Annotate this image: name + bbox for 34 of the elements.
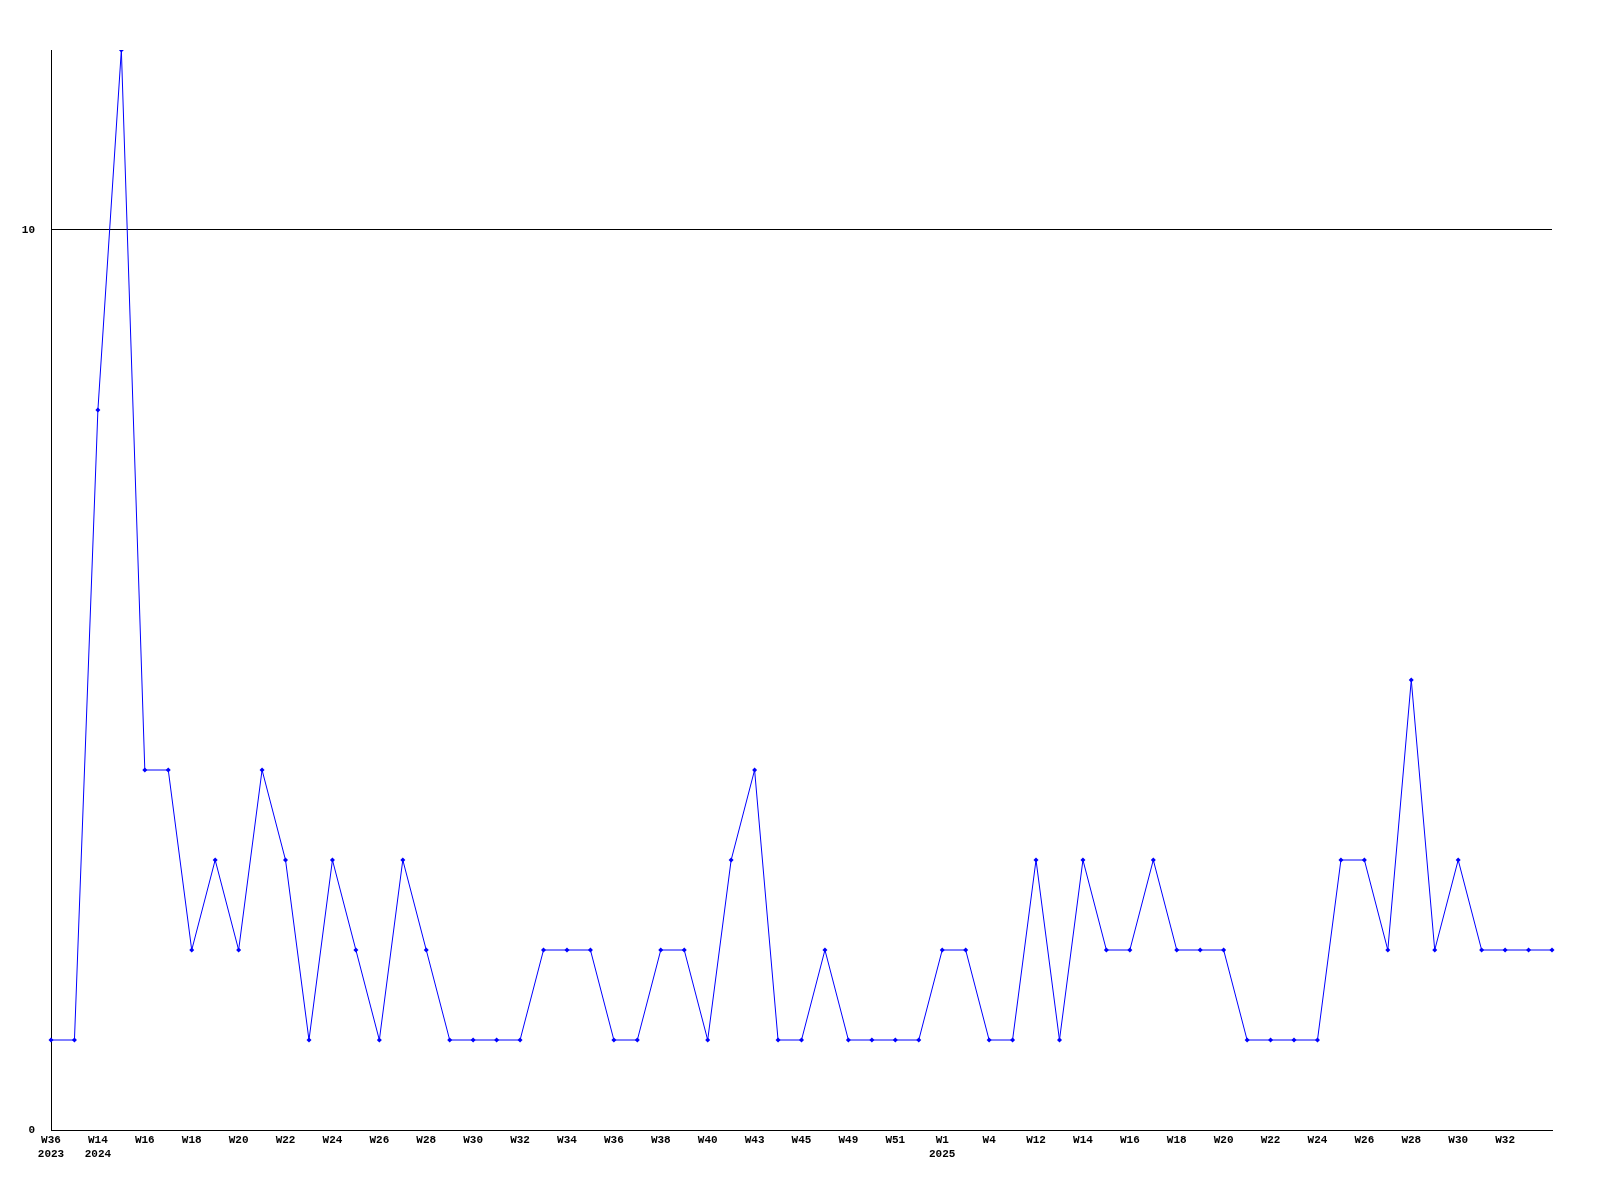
x-tick-label: W28 <box>1401 1134 1422 1147</box>
x-tick-label: W30 <box>1448 1134 1469 1147</box>
x-tick-label: W28 <box>416 1134 437 1147</box>
x-tick-label: W18 <box>1166 1134 1188 1147</box>
x-tick-label: W43 <box>744 1134 765 1147</box>
x-tick-label: W36 <box>603 1134 624 1147</box>
x-tick-label: W22 <box>275 1134 296 1147</box>
x-tick-label: W30 <box>463 1134 484 1147</box>
x-tick-label: W20 <box>228 1134 249 1147</box>
x-tick-label: W16 <box>1119 1134 1140 1147</box>
x-tick-label: W1 2025 <box>929 1134 956 1160</box>
x-tick-label: W40 <box>697 1134 718 1147</box>
x-tick-label: W26 <box>1354 1134 1375 1147</box>
y-tick-label: 10 <box>21 223 35 236</box>
x-tick-label: W12 <box>1026 1134 1046 1147</box>
x-tick-label: W14 2024 <box>84 1134 112 1160</box>
x-tick-label: W36 2023 <box>37 1134 65 1160</box>
x-tick-label: W24 <box>1307 1134 1328 1147</box>
x-tick-label: W51 <box>885 1134 906 1147</box>
x-tick-label: W49 <box>838 1134 859 1147</box>
x-tick-label: W20 <box>1213 1134 1234 1147</box>
x-tick-label: W16 <box>134 1134 155 1147</box>
x-tick-label: W38 <box>650 1134 672 1147</box>
x-tick-label: W26 <box>369 1134 390 1147</box>
x-tick-label: W32 <box>1495 1134 1515 1147</box>
x-tick-label: W24 <box>322 1134 343 1147</box>
x-tick-label: W32 <box>510 1134 530 1147</box>
y-tick-label: 0 <box>28 1123 35 1136</box>
x-tick-label: W34 <box>557 1134 578 1147</box>
x-tick-label: W22 <box>1260 1134 1281 1147</box>
x-tick-label: W18 <box>181 1134 203 1147</box>
x-tick-label: W14 <box>1073 1134 1094 1147</box>
x-tick-label: W4 <box>982 1134 997 1147</box>
x-tick-label: W45 <box>791 1134 812 1147</box>
